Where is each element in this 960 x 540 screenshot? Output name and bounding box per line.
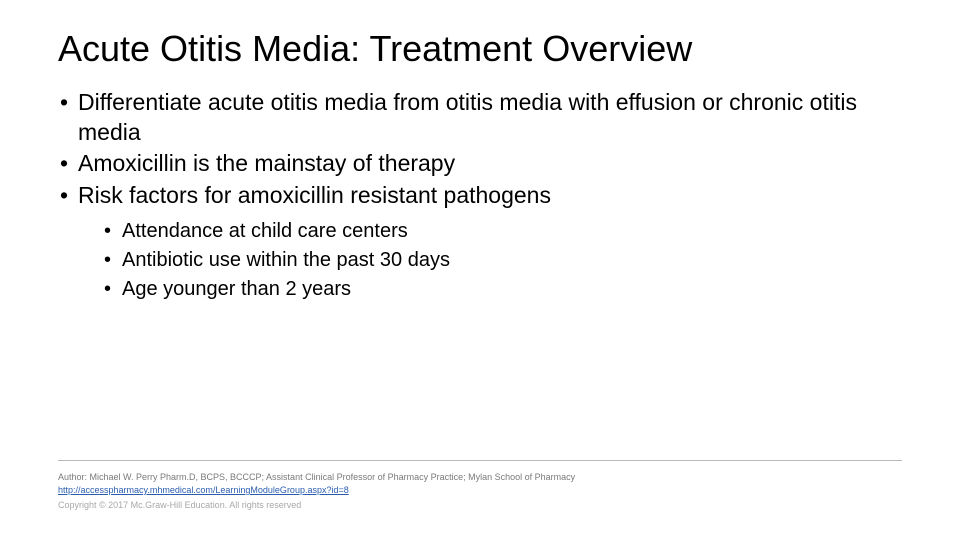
bullet-list-level2: Attendance at child care centers Antibio…: [104, 218, 902, 303]
footer-author: Author: Michael W. Perry Pharm.D, BCPS, …: [58, 471, 902, 485]
bullet-subtext: Attendance at child care centers: [122, 220, 408, 242]
footer-link[interactable]: http://accesspharmacy.mhmedical.com/Lear…: [58, 485, 349, 495]
bullet-text: Risk factors for amoxicillin resistant p…: [78, 182, 551, 208]
bullet-subtext: Age younger than 2 years: [122, 278, 351, 300]
bullet-text: Amoxicillin is the mainstay of therapy: [78, 150, 455, 176]
bullet-text: Differentiate acute otitis media from ot…: [78, 89, 857, 144]
bullet-list-level1: Differentiate acute otitis media from ot…: [58, 88, 902, 303]
footer: Author: Michael W. Perry Pharm.D, BCPS, …: [58, 460, 902, 513]
bullet-subtext: Antibiotic use within the past 30 days: [122, 249, 450, 271]
bullet-subitem: Age younger than 2 years: [104, 276, 902, 303]
bullet-item: Differentiate acute otitis media from ot…: [58, 88, 902, 147]
bullet-subitem: Antibiotic use within the past 30 days: [104, 247, 902, 274]
bullet-item: Risk factors for amoxicillin resistant p…: [58, 181, 902, 303]
slide: Acute Otitis Media: Treatment Overview D…: [0, 0, 960, 540]
bullet-subitem: Attendance at child care centers: [104, 218, 902, 245]
bullet-item: Amoxicillin is the mainstay of therapy: [58, 149, 902, 178]
footer-copyright: Copyright © 2017 Mc.Graw-Hill Education.…: [58, 499, 902, 513]
slide-title: Acute Otitis Media: Treatment Overview: [58, 28, 902, 70]
